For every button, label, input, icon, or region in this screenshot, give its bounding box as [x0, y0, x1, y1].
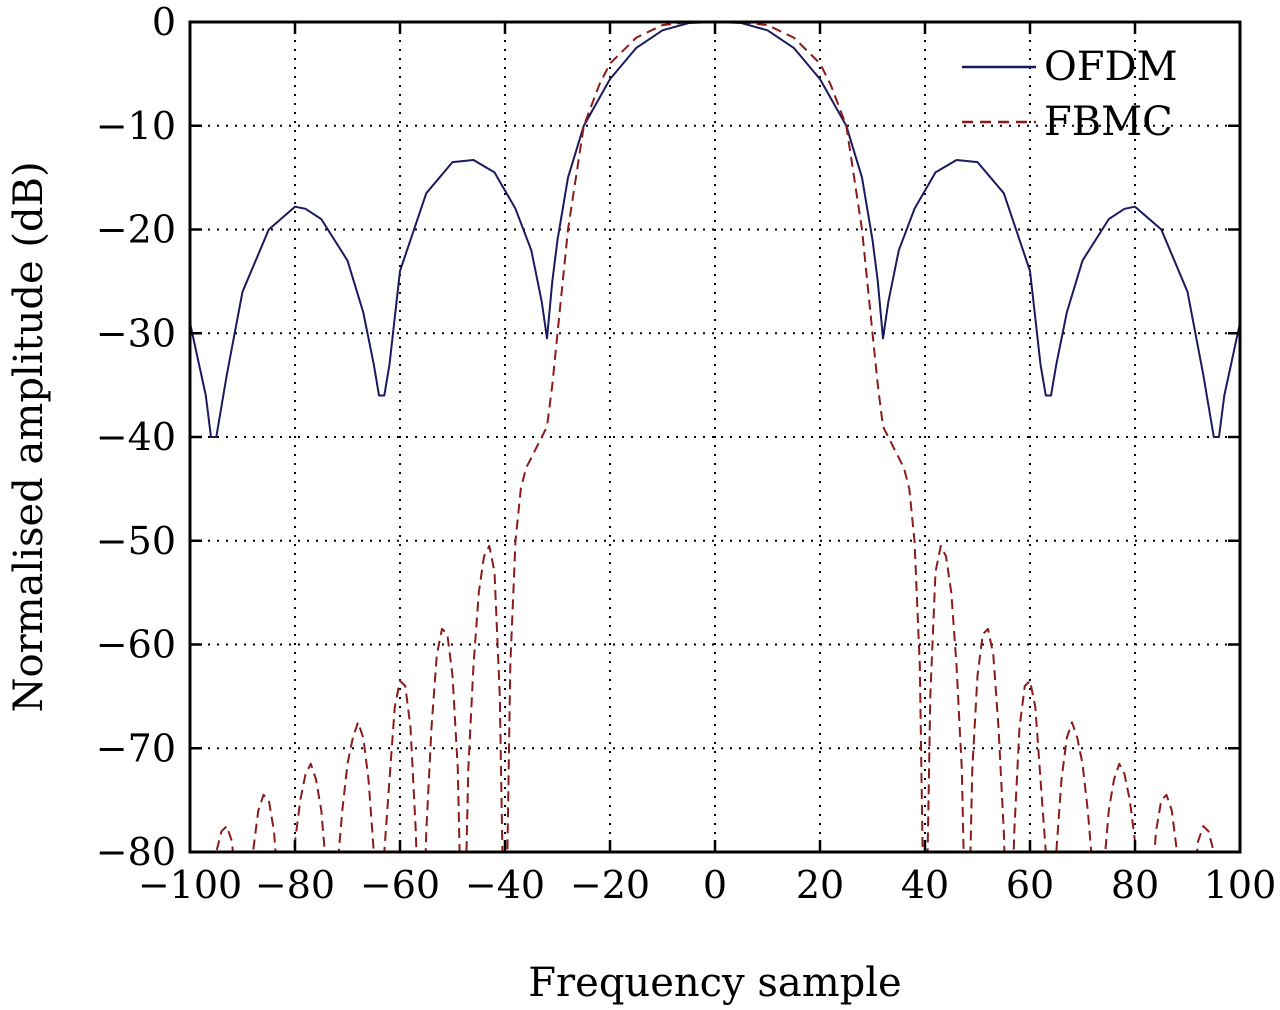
tick-labels: −100 −80 −60 −40 −20 0 20 40 60 80 1000−10−20−30−4… [96, 0, 1276, 907]
y-tick-label: −50 [96, 519, 176, 563]
y-tick-label: −10 [96, 104, 176, 148]
series-line-fbmc [215, 22, 1215, 852]
x-tick-label: −100 [138, 863, 242, 907]
x-tick-label: −60 [360, 863, 440, 907]
legend: OFDM FBMC [962, 44, 1178, 145]
ticks [188, 20, 1242, 854]
y-tick-label: −80 [96, 830, 176, 874]
series-line-ofdm [190, 22, 1240, 438]
x-tick-label: 40 [901, 863, 949, 907]
y-tick-label: 0 [152, 0, 176, 44]
x-tick-label: 20 [796, 863, 844, 907]
series-layer [190, 22, 1240, 852]
x-tick-label: −40 [465, 863, 545, 907]
y-axis-title: Normalised amplitude (dB) [6, 161, 52, 712]
x-tick-label: 100 [1204, 863, 1277, 907]
grid [190, 22, 1240, 852]
legend-label-fbmc: FBMC [1044, 99, 1173, 145]
x-tick-label: 0 [703, 863, 727, 907]
y-tick-label: −40 [96, 415, 176, 459]
y-tick-label: −30 [96, 311, 176, 355]
x-tick-label: −20 [570, 863, 650, 907]
y-tick-label: −20 [96, 208, 176, 252]
x-tick-label: 80 [1111, 863, 1159, 907]
x-tick-label: 60 [1006, 863, 1054, 907]
y-tick-label: −70 [96, 726, 176, 770]
x-tick-label: −80 [255, 863, 335, 907]
legend-label-ofdm: OFDM [1044, 44, 1178, 90]
y-tick-label: −60 [96, 623, 176, 667]
x-axis-title: Frequency sample [528, 960, 901, 1006]
